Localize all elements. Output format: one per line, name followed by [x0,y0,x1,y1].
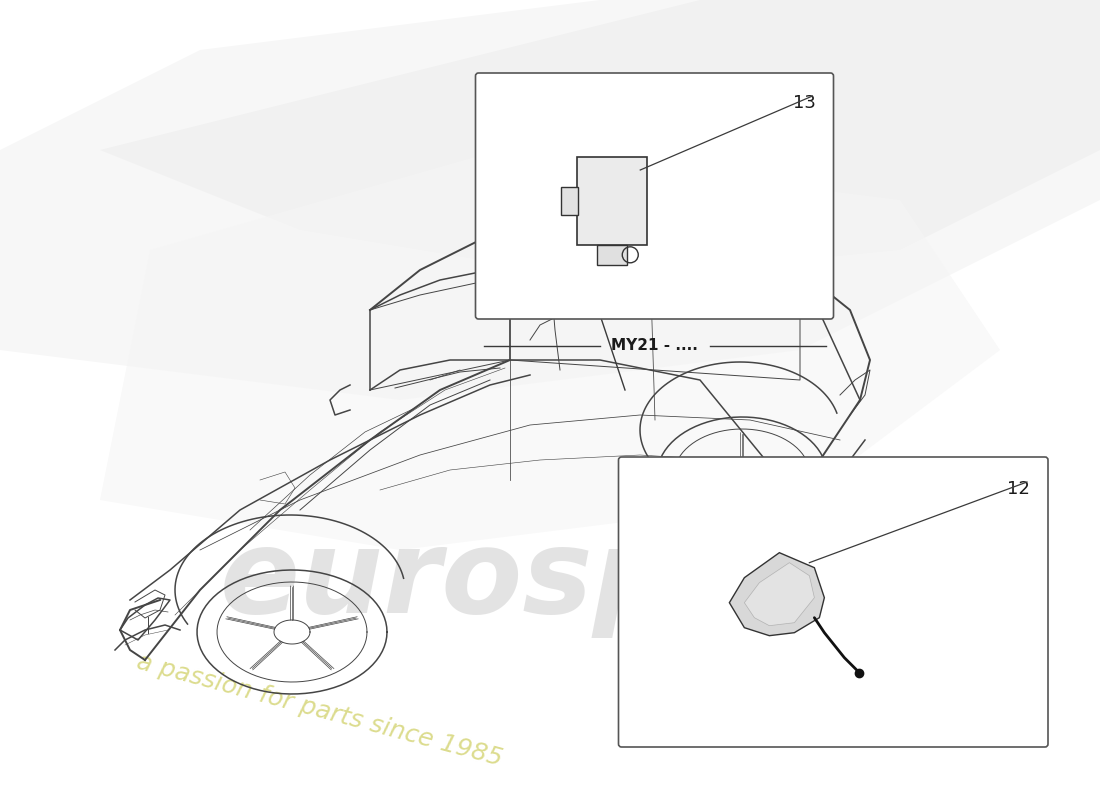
Bar [578,157,647,245]
Polygon shape [729,553,824,636]
Text: 13: 13 [793,94,815,112]
Text: 12: 12 [1008,480,1030,498]
Text: MY21 - ....: MY21 - .... [612,338,697,354]
FancyBboxPatch shape [475,73,834,319]
Bar [561,186,579,214]
Polygon shape [745,562,814,626]
Polygon shape [100,150,1000,550]
Text: eurospares: eurospares [220,522,966,638]
Polygon shape [0,0,1100,400]
Polygon shape [100,0,1100,280]
Bar [597,245,627,265]
FancyBboxPatch shape [618,457,1048,747]
Text: a passion for parts since 1985: a passion for parts since 1985 [134,650,506,770]
